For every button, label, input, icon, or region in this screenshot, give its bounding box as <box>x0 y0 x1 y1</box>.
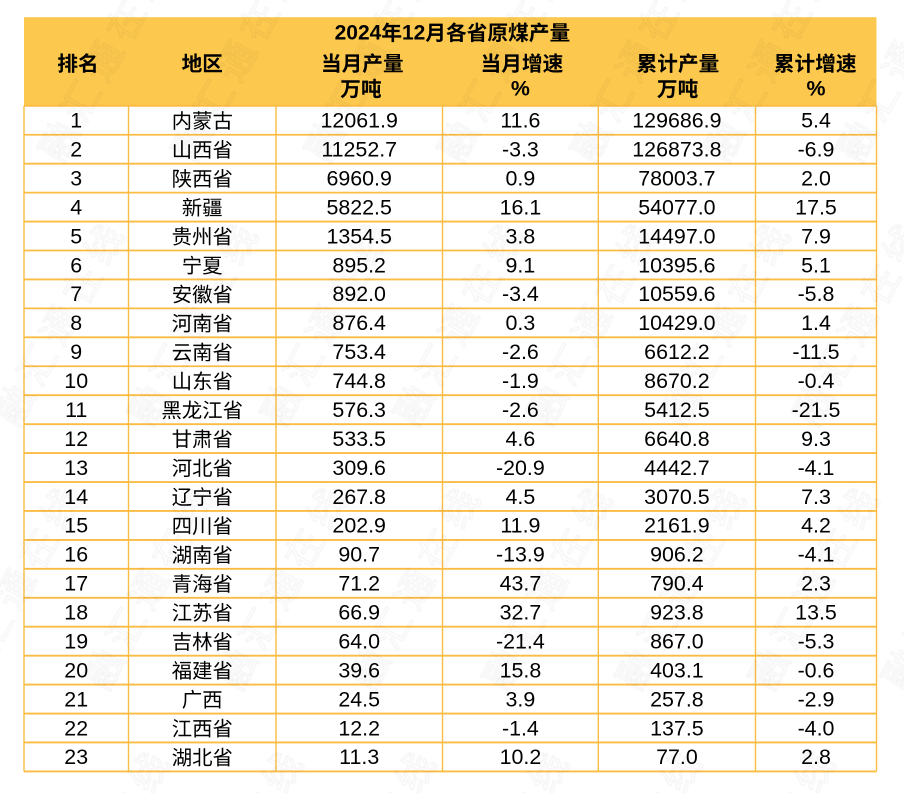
svg-text:11252.7: 11252.7 <box>321 138 397 162</box>
svg-text:867.0: 867.0 <box>650 630 704 654</box>
svg-text:2161.9: 2161.9 <box>644 514 709 538</box>
svg-text:15: 15 <box>64 514 88 538</box>
svg-text:202.9: 202.9 <box>332 514 386 538</box>
svg-text:12.2: 12.2 <box>338 716 380 740</box>
svg-text:-5.3: -5.3 <box>798 630 835 654</box>
svg-text:11: 11 <box>65 398 87 422</box>
svg-text:6612.2: 6612.2 <box>644 340 709 364</box>
svg-text:6: 6 <box>70 253 82 277</box>
svg-text:129686.9: 129686.9 <box>632 109 721 133</box>
svg-text:71.2: 71.2 <box>338 572 380 596</box>
svg-text:137.5: 137.5 <box>650 716 704 740</box>
svg-text:-1.4: -1.4 <box>502 716 539 740</box>
svg-text:309.6: 309.6 <box>332 456 386 480</box>
svg-text:17.5: 17.5 <box>795 195 837 219</box>
svg-text:23: 23 <box>64 745 88 769</box>
svg-text:5822.5: 5822.5 <box>326 195 391 219</box>
svg-text:-11.5: -11.5 <box>792 340 839 364</box>
svg-text:1.4: 1.4 <box>801 311 831 335</box>
svg-text:7: 7 <box>70 282 82 306</box>
svg-text:4.6: 4.6 <box>506 427 536 451</box>
svg-text:9.1: 9.1 <box>506 253 536 277</box>
svg-text:3: 3 <box>70 167 82 191</box>
svg-text:-4.1: -4.1 <box>798 456 835 480</box>
svg-text:19: 19 <box>64 630 88 654</box>
svg-text:533.5: 533.5 <box>332 427 386 451</box>
svg-text:10.2: 10.2 <box>500 745 542 769</box>
svg-text:0.9: 0.9 <box>506 167 536 191</box>
svg-text:-13.9: -13.9 <box>496 543 545 567</box>
svg-text:90.7: 90.7 <box>338 543 380 567</box>
svg-text:2.0: 2.0 <box>801 167 831 191</box>
svg-text:-6.9: -6.9 <box>798 138 835 162</box>
svg-text:14497.0: 14497.0 <box>638 224 715 248</box>
svg-text:906.2: 906.2 <box>650 543 704 567</box>
svg-text:%: % <box>806 77 825 101</box>
svg-text:5: 5 <box>70 224 82 248</box>
svg-text:-20.9: -20.9 <box>496 456 545 480</box>
svg-text:6960.9: 6960.9 <box>326 167 391 191</box>
svg-text:1: 1 <box>70 109 82 133</box>
svg-text:16.1: 16.1 <box>500 195 542 219</box>
svg-text:11.6: 11.6 <box>500 109 540 133</box>
svg-text:5.1: 5.1 <box>801 253 831 277</box>
svg-text:%: % <box>511 77 530 101</box>
svg-text:-3.3: -3.3 <box>502 138 539 162</box>
svg-text:66.9: 66.9 <box>338 601 380 625</box>
svg-text:4.2: 4.2 <box>801 514 831 538</box>
svg-text:11.3: 11.3 <box>339 745 379 769</box>
svg-text:-5.8: -5.8 <box>798 282 835 306</box>
svg-text:5412.5: 5412.5 <box>644 398 709 422</box>
svg-text:10: 10 <box>64 369 88 393</box>
svg-text:-2.9: -2.9 <box>798 687 835 711</box>
svg-text:16: 16 <box>64 543 88 567</box>
svg-text:6640.8: 6640.8 <box>644 427 709 451</box>
svg-text:2024: 2024 <box>335 22 382 45</box>
svg-text:7.9: 7.9 <box>801 224 831 248</box>
svg-text:64.0: 64.0 <box>338 630 380 654</box>
svg-text:-0.6: -0.6 <box>798 658 835 682</box>
svg-text:-2.6: -2.6 <box>502 340 539 364</box>
svg-text:21: 21 <box>64 687 88 711</box>
svg-text:4442.7: 4442.7 <box>644 456 709 480</box>
svg-text:7.3: 7.3 <box>801 485 831 509</box>
svg-text:4: 4 <box>70 195 82 219</box>
svg-text:12: 12 <box>64 427 88 451</box>
svg-text:5.4: 5.4 <box>801 109 831 133</box>
svg-text:78003.7: 78003.7 <box>638 167 715 191</box>
svg-text:12061.9: 12061.9 <box>321 109 398 133</box>
svg-text:9.3: 9.3 <box>801 427 831 451</box>
svg-text:-4.1: -4.1 <box>798 543 835 567</box>
svg-text:13: 13 <box>64 456 88 480</box>
svg-text:576.3: 576.3 <box>332 398 386 422</box>
svg-text:2.8: 2.8 <box>801 745 831 769</box>
svg-text:18: 18 <box>64 601 88 625</box>
svg-text:-3.4: -3.4 <box>502 282 539 306</box>
svg-text:10559.6: 10559.6 <box>638 282 715 306</box>
svg-text:257.8: 257.8 <box>650 687 704 711</box>
svg-text:-4.0: -4.0 <box>798 716 835 740</box>
svg-text:403.1: 403.1 <box>650 658 704 682</box>
svg-text:-1.9: -1.9 <box>502 369 539 393</box>
svg-text:2: 2 <box>70 138 82 162</box>
svg-text:744.8: 744.8 <box>332 369 386 393</box>
svg-text:17: 17 <box>64 572 88 596</box>
svg-text:10395.6: 10395.6 <box>638 253 715 277</box>
svg-text:54077.0: 54077.0 <box>638 195 715 219</box>
svg-text:24.5: 24.5 <box>338 687 380 711</box>
svg-text:753.4: 753.4 <box>332 340 386 364</box>
svg-text:22: 22 <box>64 716 88 740</box>
svg-text:12: 12 <box>402 22 425 45</box>
svg-text:3.9: 3.9 <box>506 687 536 711</box>
svg-text:3070.5: 3070.5 <box>644 485 709 509</box>
svg-text:0.3: 0.3 <box>506 311 536 335</box>
svg-text:11.9: 11.9 <box>500 514 540 538</box>
svg-text:32.7: 32.7 <box>500 601 542 625</box>
svg-text:4.5: 4.5 <box>506 485 536 509</box>
svg-text:9: 9 <box>70 340 82 364</box>
